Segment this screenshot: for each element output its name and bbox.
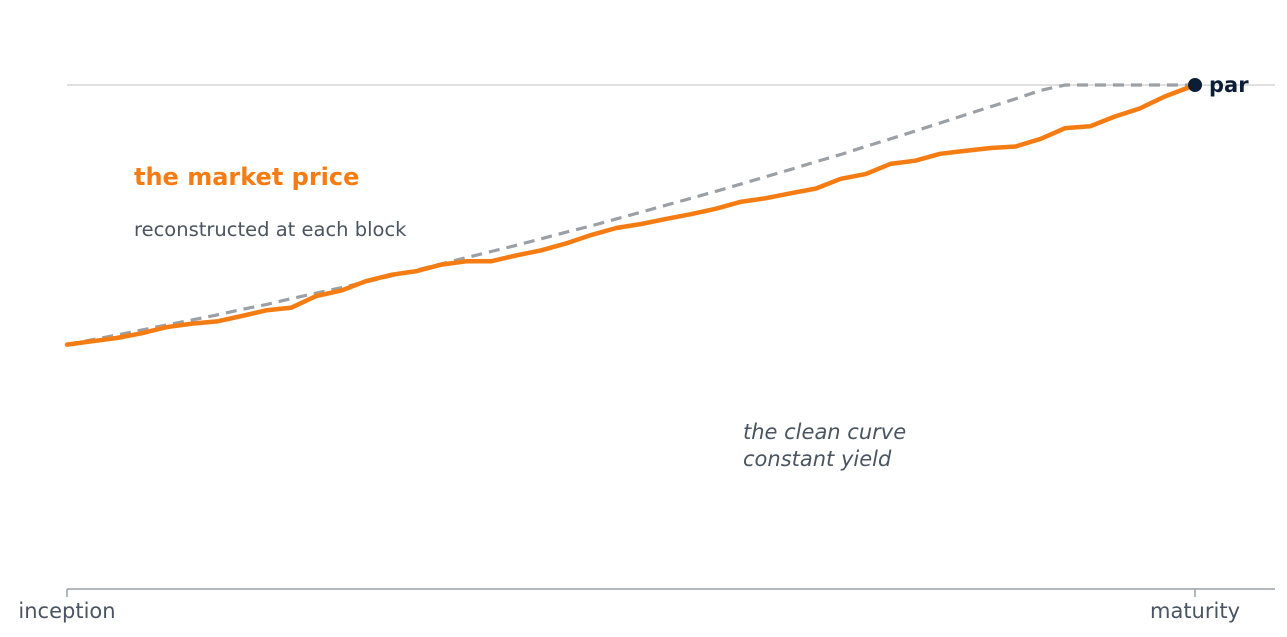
market-price-sublabel: reconstructed at each block bbox=[134, 218, 407, 241]
market-price-label: the market price bbox=[134, 163, 359, 191]
x-ticks: inception maturity bbox=[18, 589, 1240, 623]
clean-curve-series-line bbox=[66, 83, 1195, 347]
clean-curve-label: the clean curve bbox=[743, 420, 906, 444]
x-tick-label: maturity bbox=[1150, 599, 1240, 623]
par-label: par bbox=[1209, 73, 1249, 97]
clean-curve-sublabel: constant yield bbox=[743, 447, 892, 471]
market-price-series-line bbox=[64, 82, 1198, 347]
par-point bbox=[1188, 78, 1202, 92]
x-tick-label: inception bbox=[18, 599, 115, 623]
